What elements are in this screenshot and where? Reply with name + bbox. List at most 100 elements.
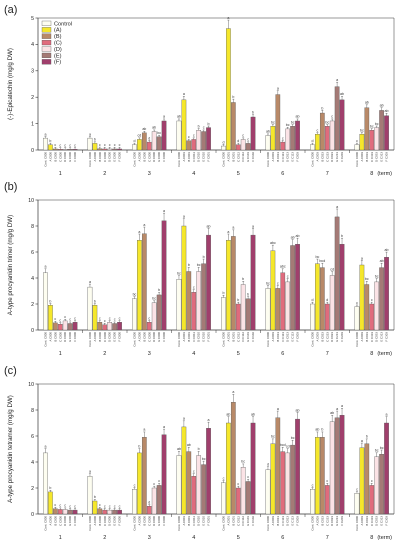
bar-p1-t3-s6 (206, 234, 211, 331)
bar-p2-t4-s3 (235, 487, 241, 515)
sig-letter-p0-t1-s3: c (104, 143, 106, 147)
bar-p0-t0-s5 (67, 149, 73, 151)
sig-letter-p1-t3-s5: b (203, 255, 205, 259)
sig-letter-p0-t5-s6: ab (296, 115, 300, 119)
y-tick-label-2-1: 2 (31, 486, 34, 492)
sig-letter-p1-t7-s3: c (371, 298, 373, 302)
category-label-p0-t7-s0: Cont. C000 (355, 152, 359, 167)
sig-letter-p1-t1-s3: c (104, 319, 106, 323)
sig-letter-p2-t3-s6: a (208, 418, 210, 422)
bar-p2-t5-s3 (280, 451, 286, 515)
category-label-p1-t4-s3: C C012 (236, 332, 240, 342)
category-label-p1-t6-s2: B C023 (320, 332, 324, 342)
category-label-p1-t7-s3: C C333 (370, 332, 374, 342)
bar-p0-t7-s0 (354, 144, 360, 151)
category-label-p0-t5-s1: A C003 (271, 152, 275, 162)
bar-p0-t7-s3 (369, 130, 375, 151)
category-label-p1-t0-s0: Cont. C000 (43, 332, 47, 347)
category-label-p0-t2-s5: E C000 (157, 152, 161, 162)
bar-p2-t3-s5 (201, 464, 206, 515)
sig-letter-p2-t1-s4: c (109, 504, 111, 508)
sig-letter-p1-t4-s4: b (242, 277, 244, 281)
bar-p1-t5-s2 (275, 288, 281, 331)
category-label-p2-t2-s3: C C000 (147, 516, 151, 526)
sig-letter-p1-t3-s3: c (193, 285, 195, 289)
sig-letter-p1-t4-s3: b (237, 298, 239, 302)
bar-p0-t0-s4 (62, 149, 68, 151)
y-tick-label-1-0: 0 (31, 328, 34, 334)
category-label-p0-t3-s6: F C001 (207, 152, 211, 162)
category-label-p0-t6-s2: B C023 (320, 152, 324, 162)
term-label-p2-t7: 8 (370, 535, 373, 541)
bar-p2-t6-s6 (339, 415, 345, 515)
bar-p0-t2-s2 (141, 132, 147, 151)
sig-letter-p0-t4-s0: d (222, 140, 224, 144)
category-label-p2-t5-s0: Cont. C000 (266, 516, 270, 531)
bar-p2-t1-s3 (102, 509, 108, 515)
sig-letter-p2-t0-s1: b (49, 486, 51, 490)
bar-p0-t5-s0 (265, 135, 271, 151)
bar-p0-t5-s1 (270, 126, 276, 151)
sig-letter-p1-t7-s2: bc (365, 277, 369, 281)
sig-letter-p1-t0-s1: b (49, 299, 51, 303)
panel-label-1: (b) (4, 181, 17, 193)
bar-p1-t7-s2 (364, 284, 370, 331)
bar-p0-t2-s6 (161, 120, 167, 151)
category-label-p2-t5-s1: A C003 (271, 516, 275, 526)
sig-letter-p2-t1-s5: c (114, 504, 116, 508)
bar-p1-t6-s0 (310, 303, 315, 331)
category-label-p2-t4-s0: Cont. C000 (221, 516, 225, 531)
sig-letter-p0-t0-s3: c (59, 143, 61, 147)
sig-letter-p0-t3-s1: a (183, 92, 185, 96)
bar-p0-t1-s0 (87, 137, 93, 151)
bar-p1-t2-s6 (161, 220, 167, 331)
bar-p0-t4-s2 (230, 102, 236, 151)
category-label-p1-t3-s1: A C001 (182, 332, 186, 342)
sig-letter-p2-t0-s3: c (59, 504, 61, 508)
bar-p2-t3-s1 (181, 426, 187, 515)
category-label-p2-t6-s0: Cont. C000 (310, 516, 314, 531)
sig-letter-p0-t4-s4: c (242, 134, 244, 138)
bar-p0-t0-s3 (57, 149, 63, 151)
bar-p0-t6-s1 (315, 133, 320, 151)
category-label-p1-t3-s2: B C001 (187, 332, 191, 342)
sig-letter-p0-t0-s2: c (54, 143, 56, 147)
sig-letter-p1-t2-s2: a (143, 223, 145, 227)
bar-p1-t4-s1 (226, 240, 231, 331)
term-label-p1-t2: 3 (148, 351, 151, 357)
y-tick-label-1-2: 4 (31, 276, 34, 282)
sig-letter-p1-t0-s0: a (44, 265, 46, 269)
sig-letter-p0-t4-s6: b (252, 110, 254, 114)
category-label-p1-t7-s4: D C033 (375, 332, 379, 342)
sig-letter-p1-t0-s6: c (74, 316, 76, 320)
category-label-p2-t7-s3: C C333 (370, 516, 374, 526)
category-label-p2-t2-s2: B C000 (142, 516, 146, 526)
category-label-p0-t1-s6: F C000 (118, 152, 122, 162)
sig-letter-p0-t5-s0: ab (266, 130, 270, 134)
sig-letter-p1-t7-s4: bc (375, 274, 379, 278)
category-label-p1-t5-s0: Cont. C000 (266, 332, 270, 347)
term-label-p2-t0: 1 (59, 535, 62, 541)
category-label-p2-t0-s6: F C000 (73, 516, 77, 526)
term-label-p2-t4: 5 (237, 535, 240, 541)
category-label-p0-t5-s2: B C013 (276, 152, 280, 162)
y-tick-label-1-3: 6 (31, 250, 34, 256)
sig-letter-p2-t2-s3: d (148, 500, 150, 504)
bar-p2-t0-s0 (43, 452, 48, 515)
sig-letter-p0-t0-s0: a (44, 132, 46, 136)
category-label-p1-t3-s6: F C001 (207, 332, 211, 342)
sig-letter-p2-t2-s1: b (138, 444, 140, 448)
y-tick-label-0-2: 2 (31, 95, 34, 101)
category-label-p1-t5-s6: F C003 (296, 332, 300, 342)
category-label-p2-t0-s1: A C000 (48, 516, 52, 526)
category-label-p1-t7-s6: F C303 (385, 332, 389, 342)
category-label-p1-t1-s1: A C000 (93, 332, 97, 342)
category-label-p1-t0-s6: F C000 (73, 332, 77, 342)
sig-letter-p0-t1-s4: c (109, 143, 111, 147)
bar-p1-t2-s3 (146, 322, 152, 331)
category-label-p1-t5-s1: A C003 (271, 332, 275, 342)
category-label-p2-t3-s3: C C011 (192, 516, 196, 526)
term-label-p0-t7: 8 (370, 171, 373, 177)
bar-p2-t3-s2 (186, 451, 192, 515)
category-label-p2-t4-s5: E C101 (246, 516, 250, 526)
